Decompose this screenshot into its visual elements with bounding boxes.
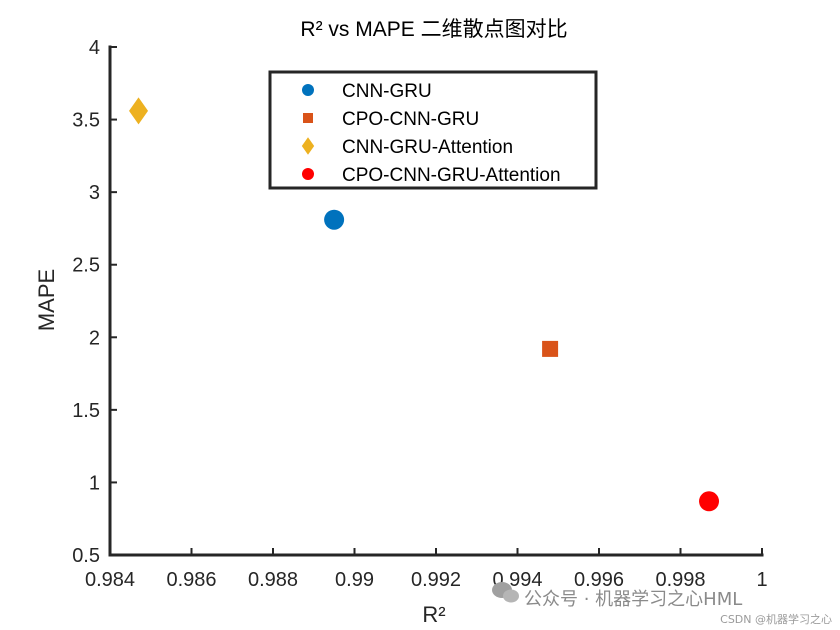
legend: CNN-GRU CPO-CNN-GRU CNN-GRU-Attention CPO-C… — [268, 70, 598, 190]
data-point-cnn-gru-attention — [129, 97, 149, 125]
legend-marker — [301, 137, 315, 155]
wechat-icon — [492, 582, 519, 603]
legend-marker — [303, 113, 313, 123]
x-axis-title: R² — [422, 602, 445, 627]
y-tick-label: 4 — [89, 37, 100, 59]
y-tick-label: 2 — [89, 327, 100, 349]
x-tick-label: 0.986 — [166, 569, 216, 591]
legend-label: CNN-GRU-Attention — [342, 137, 513, 158]
legend-label: CPO-CNN-GRU — [342, 109, 479, 130]
y-tick-label: 2.5 — [72, 255, 100, 277]
data-point-cnn-gru — [324, 209, 345, 230]
x-tick-label: 0.99 — [335, 569, 374, 591]
y-axis-ticks: 0.5 1 1.5 2 2.5 3 3.5 4 — [72, 37, 117, 567]
legend-marker — [302, 84, 314, 96]
x-tick-label: 0.998 — [655, 569, 705, 591]
x-tick-label: 0.988 — [248, 569, 298, 591]
data-point-cpo-cnn-gru-attention — [699, 491, 720, 512]
y-tick-label: 3.5 — [72, 110, 100, 132]
x-tick-label: 0.984 — [85, 569, 135, 591]
y-tick-label: 3 — [89, 182, 100, 204]
legend-marker — [302, 168, 314, 180]
legend-label: CNN-GRU — [342, 81, 432, 102]
x-tick-label: 0.992 — [411, 569, 461, 591]
x-tick-label: 1 — [756, 569, 767, 591]
legend-label: CPO-CNN-GRU-Attention — [342, 165, 561, 186]
y-tick-label: 0.5 — [72, 545, 100, 567]
chart-title: R² vs MAPE 二维散点图对比 — [300, 18, 567, 41]
watermark-text: 公众号 · 机器学习之心HML — [524, 589, 742, 610]
data-points — [129, 97, 720, 512]
data-point-cpo-cnn-gru — [542, 340, 559, 357]
y-tick-label: 1 — [89, 472, 100, 494]
watermark-footer: CSDN @机器学习之心 — [720, 612, 832, 626]
legend-items: CNN-GRU CPO-CNN-GRU CNN-GRU-Attention CPO-C… — [301, 81, 561, 186]
legend-box — [268, 70, 598, 190]
watermark: 公众号 · 机器学习之心HML CSDN @机器学习之心 — [492, 582, 832, 626]
y-axis-title: MAPE — [34, 269, 59, 331]
x-tick-label: 0.996 — [574, 569, 624, 591]
y-tick-label: 1.5 — [72, 400, 100, 422]
